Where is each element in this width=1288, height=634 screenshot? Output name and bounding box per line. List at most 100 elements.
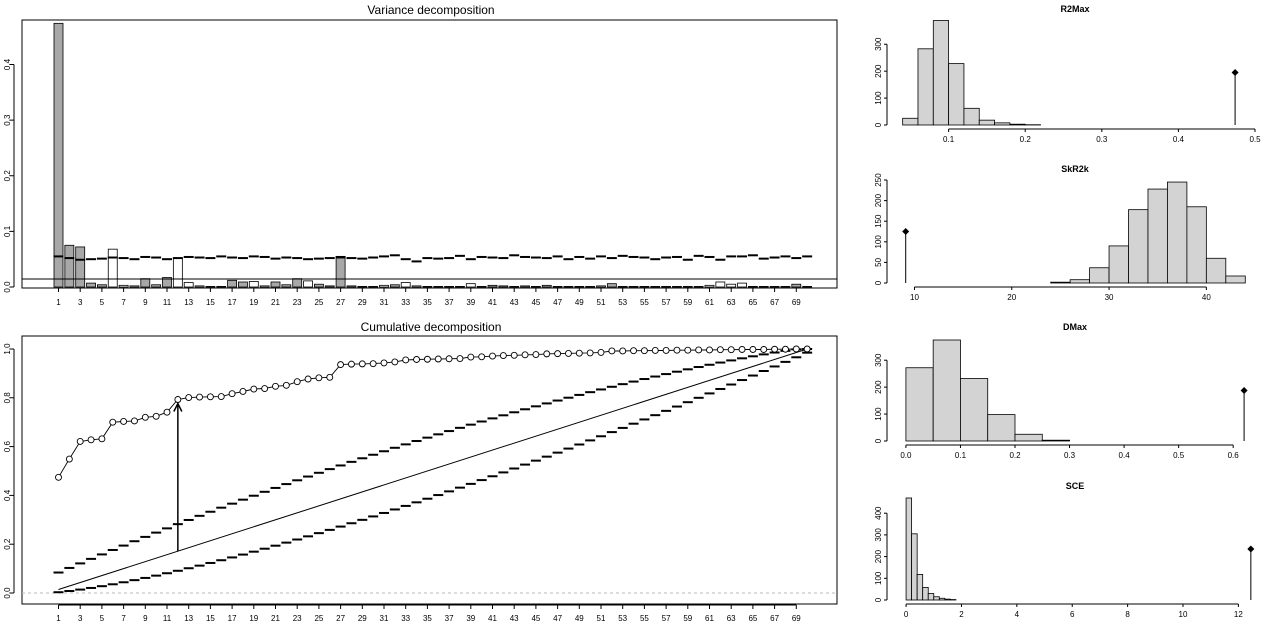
variance-bar	[238, 281, 248, 288]
r2max-title: R2Max	[1060, 4, 1089, 14]
sce-x-tick-label: 12	[1234, 610, 1243, 619]
cumulative-point	[315, 374, 323, 382]
variance-bar	[53, 22, 64, 288]
cumulative-observed-line	[58, 348, 808, 478]
sce-x-tick-label: 4	[1015, 610, 1020, 619]
cumulative-title: Cumulative decomposition	[361, 320, 502, 334]
cumulative-point	[554, 350, 562, 358]
variance-bar	[292, 278, 303, 288]
cumulative-y-tick-label: 0.0	[3, 587, 12, 599]
variance-bar	[541, 284, 552, 288]
variance-x-tick-label: 15	[206, 298, 215, 307]
variance-x-tick-label: 45	[531, 298, 540, 307]
dmax-hist-bar	[932, 339, 961, 442]
cumulative-point	[239, 388, 247, 395]
cumulative-point	[434, 355, 442, 363]
r2max-y-tick-label: 100	[874, 91, 883, 105]
variance-x-tick-label: 43	[510, 298, 519, 307]
r2max-histogram-panel: R2Max 0.1 0.2 0.3 0.4 0.5 0 100 200 300	[874, 4, 1261, 144]
variance-bar	[639, 286, 650, 288]
r2max-hist-bar	[1009, 123, 1026, 126]
skr2k-y-tick-label: 150	[874, 214, 883, 228]
variance-x-tick-label: 19	[249, 298, 258, 307]
cumulative-x-tick-label: 47	[553, 614, 562, 623]
cumulative-x-tick-label: 33	[401, 614, 410, 623]
cumulative-y-tick-label: 0.6	[3, 440, 12, 452]
sce-hist-bar	[938, 597, 946, 601]
variance-x-tick-label: 25	[314, 298, 323, 307]
dmax-x-tick-label: 0.3	[1064, 451, 1076, 460]
variance-bar	[216, 286, 227, 288]
cumulative-point	[803, 345, 811, 353]
r2max-hist-bar	[932, 20, 950, 126]
cumulative-point	[619, 347, 627, 355]
variance-bar	[75, 246, 86, 288]
cumulative-point	[489, 352, 496, 360]
cumulative-point	[630, 347, 637, 355]
cumulative-point	[738, 346, 746, 353]
variance-bar	[509, 286, 520, 288]
variance-bar	[769, 286, 780, 288]
variance-x-tick-label: 7	[121, 298, 126, 307]
cumulative-x-tick-label: 5	[100, 614, 105, 623]
variance-bar	[650, 286, 661, 288]
cumulative-point	[391, 358, 399, 366]
variance-bar	[162, 277, 172, 288]
dmax-x-tick-label: 0.1	[955, 451, 967, 460]
dmax-hist-bar	[1014, 433, 1043, 442]
variance-bar	[183, 282, 194, 288]
skr2k-y-tick-label: 250	[874, 173, 883, 187]
cumulative-point	[304, 375, 312, 383]
cumulative-point	[141, 413, 149, 421]
dmax-y-tick-label: 100	[874, 407, 883, 421]
skr2k-hist-bar	[1167, 181, 1188, 284]
skr2k-x-tick-label: 10	[910, 293, 919, 302]
variance-x-tick-label: 41	[488, 298, 497, 307]
variance-bar	[97, 284, 107, 288]
cumulative-x-tick-label: 29	[358, 614, 367, 623]
sce-y-tick-label: 100	[874, 571, 883, 585]
variance-bar	[737, 282, 747, 288]
variance-x-tick-label: 65	[748, 298, 757, 307]
cumulative-x-tick-label: 53	[618, 614, 627, 623]
dmax-x-tick-label: 0.4	[1119, 451, 1131, 460]
cumulative-point	[98, 435, 106, 443]
cumulative-point	[402, 356, 410, 364]
cumulative-point	[337, 361, 345, 369]
sce-hist-bar	[944, 598, 951, 601]
variance-bar	[596, 285, 606, 288]
cumulative-point	[640, 347, 648, 355]
cumulative-point	[423, 355, 431, 363]
variance-bar	[704, 284, 715, 288]
cumulative-x-tick-label: 25	[314, 614, 323, 623]
skr2k-x-tick-label: 40	[1202, 293, 1211, 302]
skr2k-y-tick-label: 100	[874, 235, 883, 249]
variance-x-tick-label: 51	[597, 298, 606, 307]
variance-bar	[422, 286, 433, 288]
variance-bar	[606, 283, 617, 288]
r2max-hist-bar	[978, 119, 995, 126]
cumulative-point	[695, 346, 703, 354]
variance-bar	[433, 286, 444, 288]
variance-bar	[368, 286, 379, 288]
variance-bar	[465, 283, 476, 288]
cumulative-point	[326, 373, 334, 381]
cumulative-point	[109, 418, 117, 426]
cumulative-point	[293, 378, 301, 386]
variance-bar	[444, 286, 455, 288]
skr2k-x-tick-label: 30	[1105, 293, 1114, 302]
cumulative-point	[76, 438, 84, 445]
variance-bar	[313, 283, 324, 288]
cumulative-x-tick-label: 51	[597, 614, 606, 623]
variance-bar	[389, 284, 400, 288]
variance-bar	[661, 286, 671, 288]
dmax-x-tick-label: 0.0	[900, 451, 912, 460]
sce-hist-bar	[911, 533, 918, 601]
cumulative-point	[445, 355, 453, 363]
variance-y-tick-label: 0.0	[3, 281, 12, 293]
cumulative-x-tick-label: 57	[662, 614, 671, 623]
variance-bar	[259, 285, 270, 288]
variance-bar	[281, 284, 292, 288]
cumulative-point	[749, 346, 757, 353]
variance-bar	[64, 244, 75, 288]
